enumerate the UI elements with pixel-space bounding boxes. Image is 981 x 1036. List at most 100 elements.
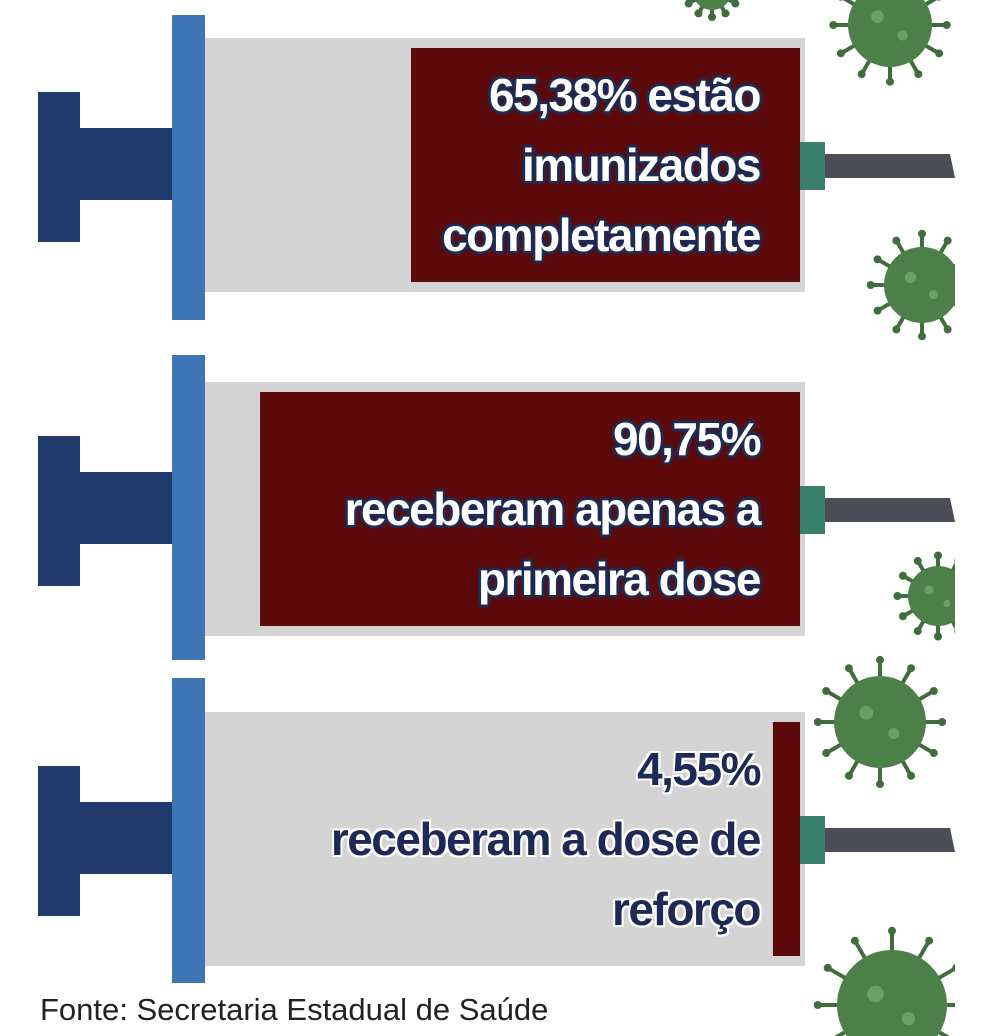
virus-dot — [929, 290, 938, 299]
value-label: 4,55% — [330, 734, 760, 804]
virus-tip — [935, 49, 943, 57]
virus-tip — [685, 0, 693, 8]
needle-hub — [800, 142, 825, 190]
virus-tip — [722, 9, 730, 17]
virus-tip — [892, 325, 900, 333]
virus-body — [848, 0, 932, 67]
virus-tip — [851, 937, 859, 945]
syringe-label: 4,55% receberam a dose de reforço — [330, 734, 760, 944]
virus-dot — [871, 10, 884, 23]
virus-body — [884, 247, 960, 323]
virus-tip — [845, 772, 853, 780]
virus-icon — [814, 656, 946, 788]
virus-dot — [898, 30, 908, 40]
virus-tip — [969, 281, 977, 289]
virus-tip — [867, 281, 875, 289]
virus-tip — [822, 749, 830, 757]
virus-tip — [914, 557, 922, 565]
virus-icon — [894, 552, 981, 641]
infographic: Fonte: Secretaria Estadual de Saúde 65,3… — [0, 0, 981, 1036]
virus-body — [837, 950, 947, 1036]
virus-tip — [930, 687, 938, 695]
handle — [38, 436, 80, 586]
syringe-label: 90,75% receberam apenas a primeira dose — [330, 404, 760, 614]
virus-tip — [944, 237, 952, 245]
plunger-head — [172, 15, 205, 320]
virus-tip — [824, 964, 832, 972]
virus-dot — [905, 272, 916, 283]
plunger-rod — [80, 472, 175, 544]
virus-tip — [925, 937, 933, 945]
virus-tip — [731, 0, 739, 8]
virus-body — [834, 676, 926, 768]
virus-tip — [886, 78, 894, 86]
virus-tip — [954, 557, 962, 565]
plunger-rod — [80, 128, 175, 200]
virus-tip — [695, 9, 703, 17]
virus-tip — [954, 627, 962, 635]
virus-tip — [888, 927, 896, 935]
virus-dot — [859, 706, 873, 720]
source: Fonte: Secretaria Estadual de Saúde — [40, 992, 548, 1028]
virus-tip — [876, 780, 884, 788]
syringe-label: 65,38% estão imunizados completamente — [415, 60, 760, 270]
description: receberam apenas a primeira dose — [345, 483, 760, 605]
virus-body — [692, 0, 732, 10]
virus-tip — [892, 237, 900, 245]
needle-hub — [800, 486, 825, 534]
handle — [38, 766, 80, 916]
plunger-rod — [80, 802, 175, 874]
virus-tip — [962, 1001, 970, 1009]
virus-tip — [814, 718, 822, 726]
virus-tip — [962, 307, 970, 315]
virus-tip — [829, 21, 837, 29]
virus-tip — [934, 552, 942, 560]
virus-tip — [874, 307, 882, 315]
virus-tip — [907, 664, 915, 672]
virus-tip — [944, 325, 952, 333]
virus-tip — [708, 13, 716, 21]
virus-icon — [681, 0, 743, 21]
virus-tip — [837, 49, 845, 57]
virus-dot — [902, 1012, 915, 1025]
virus-tip — [969, 572, 977, 580]
needle — [825, 154, 955, 178]
virus-dot — [867, 986, 884, 1003]
virus-dot — [943, 600, 950, 607]
virus-tip — [914, 627, 922, 635]
virus-tip — [914, 70, 922, 78]
virus-tip — [907, 772, 915, 780]
fill-bar — [773, 722, 800, 956]
value-label: 65,38% — [489, 69, 636, 121]
virus-tip — [969, 612, 977, 620]
virus-tip — [814, 1001, 822, 1009]
virus-tip — [962, 255, 970, 263]
virus-tip — [952, 964, 960, 972]
virus-tip — [899, 612, 907, 620]
plunger-head — [172, 355, 205, 660]
virus-tip — [938, 718, 946, 726]
virus-tip — [894, 592, 902, 600]
virus-tip — [975, 592, 981, 600]
virus-tip — [934, 633, 942, 641]
value-label: 90,75% — [330, 404, 760, 474]
virus-icon — [829, 0, 950, 86]
virus-tip — [876, 656, 884, 664]
virus-icon — [867, 230, 978, 341]
virus-tip — [822, 687, 830, 695]
virus-tip — [858, 70, 866, 78]
handle — [38, 92, 80, 242]
virus-tip — [930, 749, 938, 757]
needle — [825, 498, 955, 522]
virus-tip — [899, 572, 907, 580]
virus-icon — [814, 927, 971, 1036]
needle — [825, 828, 955, 852]
needle-hub — [800, 816, 825, 864]
virus-tip — [918, 230, 926, 238]
virus-tip — [918, 332, 926, 340]
virus-dot — [888, 728, 899, 739]
virus-tip — [943, 21, 951, 29]
virus-dot — [925, 586, 934, 595]
plunger-head — [172, 678, 205, 983]
virus-tip — [874, 255, 882, 263]
